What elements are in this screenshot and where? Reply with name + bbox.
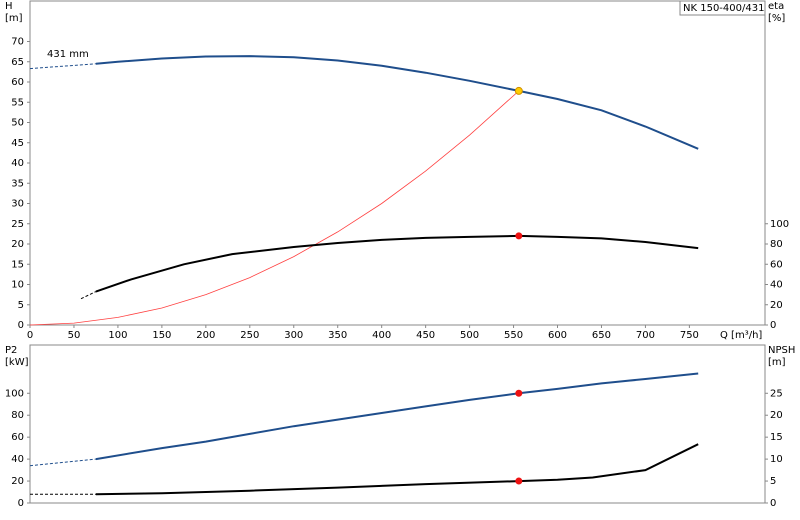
title-box <box>679 0 766 16</box>
y-axis-label: P2 <box>5 345 17 356</box>
x-tick-label: 750 <box>680 330 699 341</box>
y2-tick-label: 100 <box>770 219 789 230</box>
y2-axis-label: [m] <box>768 357 786 368</box>
x-tick-label: 400 <box>372 330 391 341</box>
y-axis-label: H <box>5 1 13 12</box>
y2-axis-label: NPSH <box>768 345 795 356</box>
y2-tick-label: 20 <box>770 300 783 311</box>
x-tick-label: 0 <box>27 330 33 341</box>
x-tick-label: 300 <box>284 330 303 341</box>
y-tick-label: 10 <box>11 280 24 291</box>
y-tick-label: 5 <box>18 300 24 311</box>
duty-point <box>515 232 523 240</box>
curve <box>29 458 96 467</box>
duty-point <box>514 86 523 95</box>
y-tick-label: 55 <box>11 97 24 108</box>
plot-frame <box>29 344 766 504</box>
y-tick-label: 45 <box>11 138 24 149</box>
y2-tick-label: 5 <box>770 476 776 487</box>
y2-tick-label: 0 <box>770 498 776 509</box>
x-tick-label: 700 <box>636 330 655 341</box>
y2-tick-label: 25 <box>770 388 783 399</box>
x-tick-label: 600 <box>548 330 567 341</box>
y2-axis-label: [%] <box>768 13 785 24</box>
x-tick-label: 350 <box>328 330 347 341</box>
x-tick-label: 50 <box>68 330 81 341</box>
y-tick-label: 40 <box>11 158 24 169</box>
y-tick-label: 35 <box>11 178 24 189</box>
y-tick-label: 20 <box>11 476 24 487</box>
y-tick-label: 25 <box>11 219 24 230</box>
curve <box>29 63 96 70</box>
y-tick-label: 70 <box>11 37 24 48</box>
x-tick-label: 200 <box>196 330 215 341</box>
duty-point <box>515 477 523 485</box>
y-tick-label: 40 <box>11 454 24 465</box>
chart-title: NK 150-400/431 <box>683 3 764 14</box>
y2-tick-label: 15 <box>770 432 783 443</box>
y-axis-label: [m] <box>5 13 23 24</box>
x-axis-label: Q [m³/h] <box>720 330 762 341</box>
y2-tick-label: 10 <box>770 454 783 465</box>
x-tick-label: 500 <box>460 330 479 341</box>
annotation: 431 mm <box>47 49 89 60</box>
curve <box>95 443 699 496</box>
x-tick-label: 550 <box>504 330 523 341</box>
x-tick-label: 100 <box>108 330 127 341</box>
curve <box>95 372 699 461</box>
y-tick-label: 0 <box>18 498 24 509</box>
y-tick-label: 60 <box>11 77 24 88</box>
y2-tick-label: 0 <box>770 320 776 331</box>
y-tick-label: 65 <box>11 57 24 68</box>
y-tick-label: 60 <box>11 432 24 443</box>
y2-tick-label: 60 <box>770 259 783 270</box>
y-tick-label: 100 <box>5 388 24 399</box>
y2-tick-label: 20 <box>770 410 783 421</box>
y2-tick-label: 40 <box>770 280 783 291</box>
curve <box>80 291 97 300</box>
y-tick-label: 80 <box>11 410 24 421</box>
y-tick-label: 0 <box>18 320 24 331</box>
y2-tick-label: 80 <box>770 239 783 250</box>
x-tick-label: 650 <box>592 330 611 341</box>
y2-axis-label: eta <box>768 1 784 12</box>
y-tick-label: 20 <box>11 239 24 250</box>
curve <box>95 234 699 293</box>
y-tick-label: 30 <box>11 199 24 210</box>
x-tick-label: 250 <box>240 330 259 341</box>
y-tick-label: 15 <box>11 259 24 270</box>
x-tick-label: 450 <box>416 330 435 341</box>
y-tick-label: 50 <box>11 118 24 129</box>
curve <box>95 55 699 150</box>
x-tick-label: 150 <box>152 330 171 341</box>
duty-point <box>515 389 523 397</box>
y-axis-label: [kW] <box>5 357 29 368</box>
curve <box>29 90 520 326</box>
